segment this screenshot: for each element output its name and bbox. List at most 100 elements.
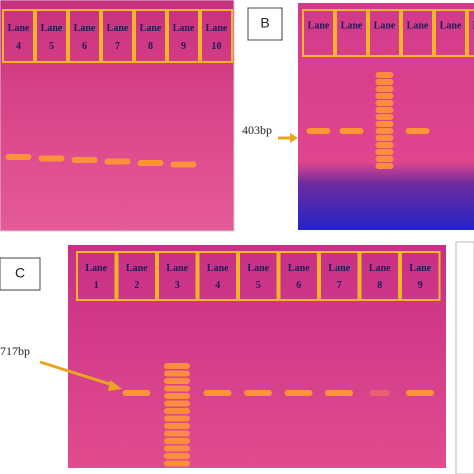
lane-box (2, 9, 35, 63)
adjacent-panel (455, 241, 474, 474)
lane-box (278, 251, 319, 301)
lane-name: Lane (288, 263, 310, 274)
band (306, 128, 331, 134)
lane-box (101, 9, 134, 63)
lane-name: Lane (140, 23, 162, 34)
lane-name: Lane (341, 20, 363, 31)
lane-number: 10 (212, 41, 222, 52)
band (164, 363, 190, 369)
band (164, 370, 190, 377)
band (164, 453, 190, 459)
band (375, 86, 394, 92)
lane-box (35, 9, 68, 63)
marker-b-arrowhead (290, 133, 298, 143)
lane-box (400, 251, 441, 301)
bands-c (122, 363, 434, 467)
lane-name: Lane (374, 20, 396, 31)
lanes-c: Lane 1 Lane 2 Lane 3 Lane 4 Lane 5 Lane 6 Lane 7 Lane 8… (76, 251, 441, 301)
lane-number: 7 (337, 280, 342, 291)
lane-box (157, 251, 198, 301)
band (71, 157, 98, 163)
marker-c-arrowhead (108, 380, 122, 391)
lane-number: 8 (377, 280, 382, 291)
lane-number: 6 (82, 41, 87, 52)
lane-box (319, 251, 360, 301)
band (164, 460, 190, 467)
band (170, 161, 197, 168)
lane-number: 4 (16, 41, 21, 52)
band (375, 163, 394, 169)
band (164, 423, 190, 429)
lane-box (167, 9, 200, 63)
bands-b (306, 72, 430, 169)
band (104, 158, 131, 165)
lane-number: 9 (418, 280, 423, 291)
lane-name: Lane (206, 23, 228, 34)
band (339, 128, 364, 134)
lanes-b: Lane Lane Lane Lane Lane Lane (302, 9, 474, 57)
band (164, 438, 190, 444)
lane-box (76, 251, 117, 301)
lane-name: Lane (407, 20, 429, 31)
lane-name: Lane (41, 23, 63, 34)
band (122, 390, 151, 396)
lane-box (359, 251, 400, 301)
lane-name: Lane (166, 263, 188, 274)
band (369, 390, 390, 396)
lane-name: Lane (247, 263, 269, 274)
lane-number: 5 (49, 41, 54, 52)
lane-box (200, 9, 233, 63)
band (375, 149, 394, 155)
lane-name: Lane (173, 23, 195, 34)
lane-name: Lane (440, 20, 462, 31)
lane-name: Lane (369, 263, 391, 274)
band (164, 445, 190, 452)
lane-name: Lane (85, 263, 107, 274)
band (244, 390, 272, 396)
marker-c-arrow (39, 360, 117, 388)
panel-c-label-box (0, 257, 41, 291)
lane-name: Lane (328, 263, 350, 274)
band (164, 408, 190, 414)
lane-box (238, 251, 279, 301)
lane-name: Lane (8, 23, 30, 34)
marker-b: 403bp (242, 123, 272, 137)
lane-box (368, 9, 401, 57)
lane-number: 2 (134, 280, 139, 291)
bands-a (5, 154, 197, 168)
band (325, 390, 353, 396)
band (164, 430, 190, 437)
band (375, 128, 394, 134)
band (375, 93, 394, 99)
band (284, 390, 313, 396)
band (406, 390, 434, 396)
band (164, 385, 190, 392)
band (137, 160, 164, 166)
band (375, 114, 394, 120)
lane-number: 4 (215, 280, 220, 291)
lane-number: 3 (175, 280, 180, 291)
lane-box (134, 9, 167, 63)
band (375, 72, 394, 78)
band (164, 400, 190, 407)
panel-b-label-box (247, 7, 283, 41)
lane-box (401, 9, 434, 57)
lane-box (197, 251, 238, 301)
band (164, 378, 190, 384)
panel-c-label: C (15, 265, 25, 281)
lane-box (434, 9, 467, 57)
band (38, 155, 65, 162)
band (5, 154, 32, 160)
gel-c (68, 245, 446, 468)
band (375, 100, 394, 106)
lane-name: Lane (107, 23, 129, 34)
lane-number: 9 (181, 41, 186, 52)
gel-a-border (0, 0, 235, 232)
band (375, 107, 394, 113)
lane-number: 1 (94, 280, 99, 291)
band (375, 156, 394, 162)
lane-name: Lane (473, 20, 474, 31)
lane-number: 5 (256, 280, 261, 291)
lane-name: Lane (74, 23, 96, 34)
